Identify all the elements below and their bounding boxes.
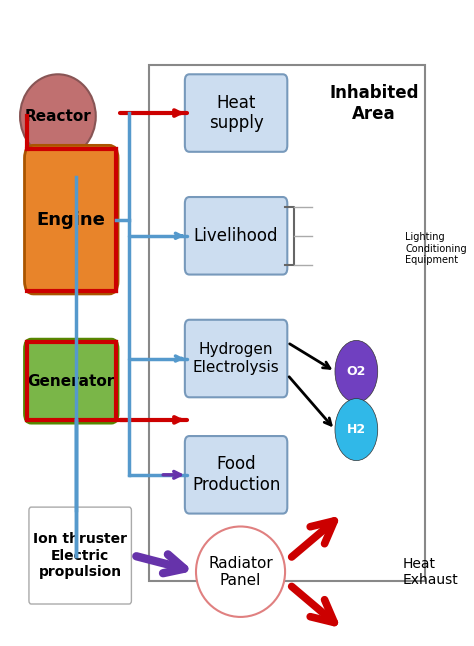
FancyBboxPatch shape	[185, 436, 287, 514]
FancyBboxPatch shape	[25, 145, 118, 294]
Text: Lighting
Conditioning
Equipment: Lighting Conditioning Equipment	[405, 232, 467, 266]
Text: Livelihood: Livelihood	[194, 227, 278, 245]
Text: Heat
supply: Heat supply	[209, 94, 264, 132]
Text: Food
Production: Food Production	[192, 455, 280, 494]
Text: Inhabited
Area: Inhabited Area	[329, 84, 419, 123]
Circle shape	[335, 399, 378, 461]
Text: Generator: Generator	[27, 373, 115, 389]
FancyBboxPatch shape	[25, 339, 118, 423]
Text: Radiator
Panel: Radiator Panel	[208, 556, 273, 588]
Text: Heat
Exhaust: Heat Exhaust	[403, 557, 459, 587]
Text: Reactor: Reactor	[25, 109, 91, 124]
Text: H2: H2	[347, 423, 366, 436]
Circle shape	[335, 340, 378, 402]
Text: O2: O2	[346, 365, 366, 378]
FancyBboxPatch shape	[185, 74, 287, 152]
Text: Ion thruster
Electric
propulsion: Ion thruster Electric propulsion	[33, 532, 127, 579]
Ellipse shape	[20, 74, 96, 158]
FancyBboxPatch shape	[185, 320, 287, 397]
Text: Hydrogen
Electrolysis: Hydrogen Electrolysis	[193, 342, 280, 375]
Ellipse shape	[196, 526, 285, 617]
FancyBboxPatch shape	[29, 507, 131, 604]
FancyBboxPatch shape	[185, 197, 287, 275]
Text: Engine: Engine	[37, 211, 106, 229]
